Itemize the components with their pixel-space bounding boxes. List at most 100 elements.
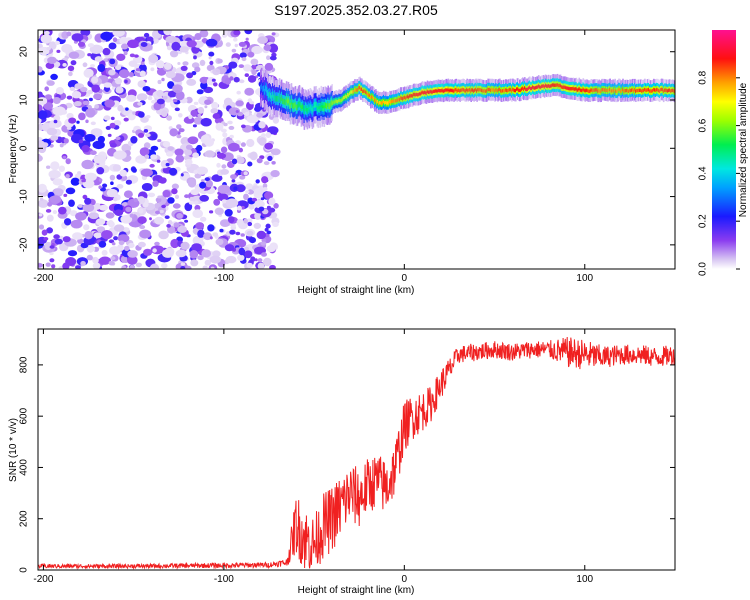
spectrogram-ridge-cell bbox=[628, 89, 630, 93]
spectrogram-ridge-cell bbox=[351, 90, 353, 94]
spectrogram-noise-cell bbox=[102, 47, 111, 56]
spectrogram-noise-cell bbox=[256, 112, 264, 118]
spectrogram-ridge-cell bbox=[544, 83, 547, 87]
spectrogram-noise-cell bbox=[108, 69, 116, 76]
spectrogram-ridge-cell bbox=[477, 87, 479, 92]
spectrogram-noise-cell bbox=[70, 219, 83, 229]
spectrogram-noise-cell bbox=[255, 179, 260, 184]
spectrogram-ridge-cell bbox=[465, 89, 467, 93]
spectrogram-noise-cell bbox=[112, 164, 121, 172]
spectrogram-noise-cell bbox=[103, 82, 113, 88]
spectrogram-ridge-cell bbox=[672, 89, 675, 93]
spectrogram-ridge-cell bbox=[329, 103, 331, 109]
spectrogram-noise-cell bbox=[246, 262, 253, 268]
spectrogram-noise-cell bbox=[251, 45, 263, 55]
spectrogram-noise-cell bbox=[98, 185, 102, 189]
spectrogram-ridge-cell bbox=[375, 98, 377, 102]
spectrogram-noise-cell bbox=[182, 61, 189, 66]
spectrogram-ridge-cell bbox=[269, 92, 272, 99]
spectrogram-ridge-cell bbox=[270, 95, 273, 101]
spectrogram-noise-cell bbox=[50, 73, 58, 80]
spectrogram-ridge-cell bbox=[492, 88, 494, 92]
spectrogram-ridge-cell bbox=[476, 89, 478, 93]
spectrogram-ridge-cell bbox=[584, 89, 587, 93]
spectrogram-noise-cell bbox=[54, 238, 63, 245]
spectrogram-noise-cell bbox=[147, 95, 153, 101]
spectrogram-noise-cell bbox=[47, 201, 53, 207]
spectrogram-noise-cell bbox=[236, 219, 244, 227]
spectrogram-noise-cell bbox=[238, 147, 243, 153]
spectrogram-noise-cell bbox=[258, 121, 266, 129]
spectrogram-noise-cell bbox=[174, 107, 180, 112]
spectrogram-noise-cell bbox=[87, 89, 94, 95]
spectrogram-noise-cell bbox=[62, 155, 67, 159]
spectrogram-noise-cell bbox=[66, 31, 72, 37]
spectrogram-noise-cell bbox=[225, 42, 231, 47]
spectrogram-noise-cell bbox=[134, 54, 139, 58]
spectrogram-noise-cell bbox=[175, 249, 187, 258]
spectrogram-ridge-cell bbox=[606, 88, 608, 93]
spectrogram-noise-cell bbox=[162, 95, 168, 100]
spectrogram-ridge-cell bbox=[450, 88, 453, 93]
spectrogram-ridge-cell bbox=[668, 88, 671, 92]
spectrogram-ridge-cell bbox=[601, 88, 603, 92]
spectrogram-noise-cell bbox=[137, 216, 147, 224]
spectrogram-noise-cell bbox=[173, 222, 180, 228]
spectrogram-ridge-cell bbox=[596, 88, 598, 92]
spectrogram-noise-cell bbox=[241, 57, 247, 62]
spectrogram-noise-cell bbox=[244, 30, 253, 35]
spectrogram-ridge-cell bbox=[343, 96, 345, 100]
spectrogram-noise-cell bbox=[262, 183, 268, 189]
spectrogram-noise-cell bbox=[152, 180, 159, 187]
spectrogram-ridge-cell bbox=[528, 85, 531, 89]
spectrogram-noise-cell bbox=[88, 97, 93, 102]
spectrogram-noise-cell bbox=[145, 115, 151, 119]
spectrogram-noise-cell bbox=[249, 151, 258, 161]
spectrogram-y-label: Frequency (Hz) bbox=[8, 115, 19, 184]
snr-y-tick-label: 800 bbox=[19, 356, 30, 373]
spectrogram-noise-cell bbox=[267, 155, 273, 162]
spectrogram-noise-cell bbox=[73, 101, 82, 107]
spectrogram-noise-cell bbox=[155, 210, 160, 215]
spectrogram-ridge-cell bbox=[345, 94, 347, 98]
spectrogram-ridge-cell bbox=[384, 101, 386, 105]
spectrogram-ridge-cell bbox=[279, 97, 282, 103]
spectrogram-ridge-cell bbox=[595, 88, 597, 92]
spectrogram-noise-cell bbox=[205, 180, 213, 188]
spectrogram-ridge-cell bbox=[479, 87, 481, 92]
spectrogram-noise-cell bbox=[52, 210, 58, 215]
spectrogram-noise-cell bbox=[171, 188, 178, 195]
spectrogram-noise-cell bbox=[64, 218, 72, 226]
spectrogram-noise-cell bbox=[121, 43, 129, 50]
spectrogram-noise-cell bbox=[137, 111, 145, 118]
spectrogram-ridge-cell bbox=[391, 99, 393, 104]
spectrogram-ridge-cell bbox=[458, 88, 461, 92]
spectrogram-ridge-cell bbox=[413, 92, 416, 97]
spectrogram-noise-cell bbox=[176, 124, 182, 130]
spectrogram-ridge-cell bbox=[344, 95, 346, 99]
spectrogram-ridge-cell bbox=[434, 89, 437, 93]
snr-series-line bbox=[38, 336, 675, 570]
spectrogram-noise-cell bbox=[38, 66, 43, 73]
spectrogram-noise-cell bbox=[205, 38, 218, 47]
spectrogram-noise-cell bbox=[211, 101, 219, 110]
spectrogram-noise-cell bbox=[67, 65, 75, 72]
spectrogram-noise-cell bbox=[233, 37, 238, 42]
spectrogram-noise-cell bbox=[167, 81, 175, 89]
spectrogram-noise-cell bbox=[223, 97, 233, 107]
spectrogram-ridge-cell bbox=[404, 96, 407, 100]
spectrogram-noise-cell bbox=[224, 244, 235, 252]
spectrogram-noise-cell bbox=[77, 171, 82, 175]
spectrogram-ridge-cell bbox=[643, 88, 645, 93]
spectrogram-ridge-cell bbox=[534, 86, 537, 90]
spectrogram-noise-cell bbox=[172, 98, 178, 103]
spectrogram-noise-cell bbox=[78, 139, 84, 144]
spectrogram-ridge-cell bbox=[506, 88, 508, 93]
spectrogram-ridge-cell bbox=[383, 99, 385, 104]
spectrogram-ridge-cell bbox=[282, 98, 285, 105]
spectrogram-noise-cell bbox=[220, 168, 230, 175]
spectrogram-ridge-cell bbox=[523, 87, 525, 91]
spectrogram-noise-cell bbox=[257, 262, 265, 269]
colorbar-ticks: 0.0 0.2 0.4 0.6 0.8 bbox=[698, 70, 740, 276]
